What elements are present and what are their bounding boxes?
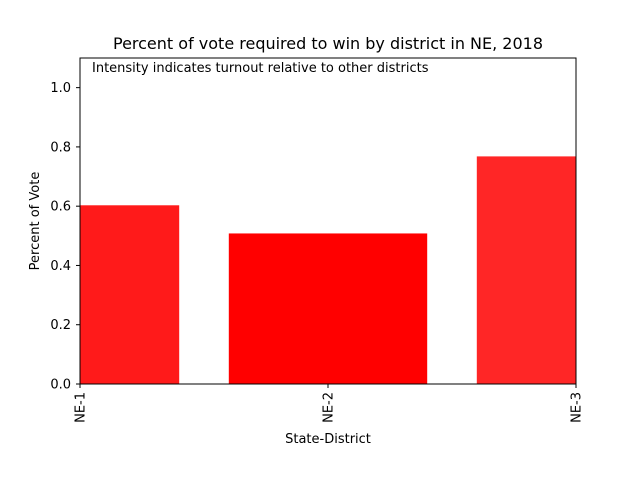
y-tick-label: 0.8 [50, 140, 71, 155]
bar-ne-3 [476, 156, 576, 384]
y-tick-label: 0.0 [50, 378, 71, 393]
y-tick-label: 1.0 [50, 81, 71, 96]
y-tick-label: 0.6 [50, 200, 71, 215]
y-tick-label: 0.4 [50, 259, 71, 274]
x-axis-label: State-District [285, 432, 371, 447]
x-tick-label: NE-1 [74, 392, 89, 423]
y-tick-label: 0.2 [50, 318, 71, 333]
x-axis: NE-1 NE-2 NE-3 [74, 384, 585, 423]
bar-ne-1 [80, 205, 180, 384]
y-axis-label: Percent of Vote [28, 172, 43, 271]
x-tick-label: NE-2 [322, 392, 337, 423]
bars-group [80, 156, 576, 384]
chart-title: Percent of vote required to win by distr… [113, 34, 543, 53]
chart-annotation: Intensity indicates turnout relative to … [92, 61, 429, 76]
x-tick-label: NE-3 [570, 392, 585, 423]
y-axis: 0.0 0.2 0.4 0.6 0.8 1.0 [50, 81, 80, 393]
bar-ne-2 [228, 233, 428, 384]
